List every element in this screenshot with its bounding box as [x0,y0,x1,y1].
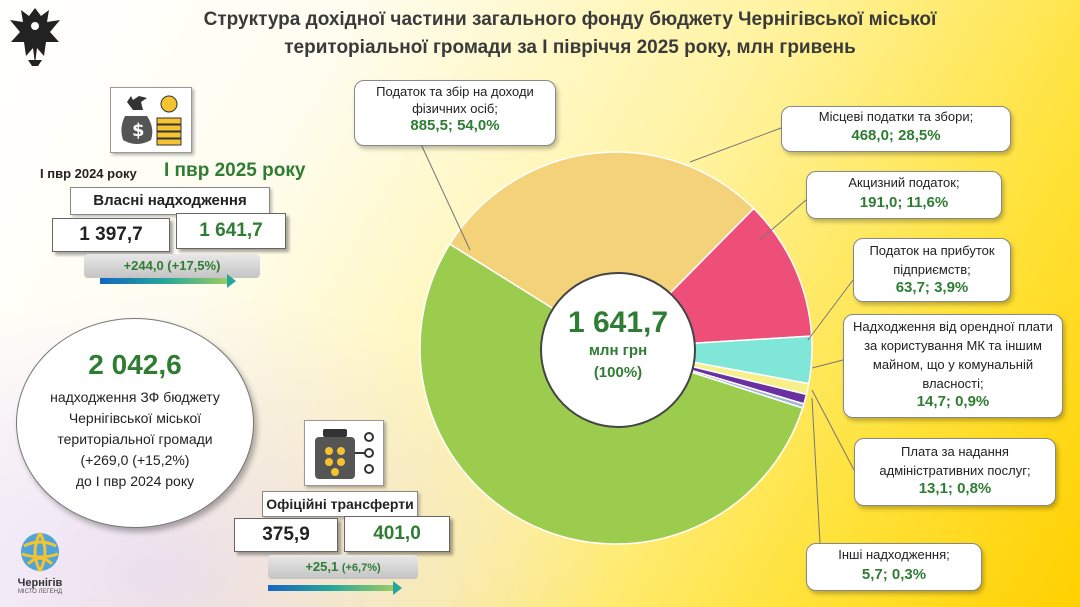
total-value: 2 042,6 [88,349,182,380]
callout-admin-services-value: 13,1; 0,8% [918,480,992,497]
own-value-2025: 1 641,7 [176,213,286,249]
chernihiv-logo: Чернігів МІСТО ЛЕГЕНД [10,530,70,602]
total-line-2: Чернігівської міської [68,410,202,426]
center-pct: (100%) [593,364,643,381]
callout-rent-value: 14,7; 0,9% [916,393,990,410]
callout-other-text: Інші надходження; [838,547,950,562]
page-title: Структура дохідної частини загального фо… [150,6,990,62]
transfers-value-2025: 401,0 [344,516,450,552]
leader-line-other [811,397,821,544]
transfers-heading: Офіційні трансферти [266,496,414,512]
callout-local-taxes: Місцеві податки та збори; 468,0; 28,5% [781,106,1011,152]
leader-line-rent [811,359,844,369]
leader-line-local-taxes [689,127,782,163]
globe-logo-icon [21,532,59,572]
callout-excise-text: Акцизний податок; [848,175,960,190]
money-bag-icon: $ [110,87,192,153]
title-line-2: територіальної громади за І півріччя 202… [284,37,856,58]
callout-other-value: 5,7; 0,3% [861,566,927,583]
transfers-diff-pct: (+6,7%) [341,562,381,574]
callout-local-taxes-text: Місцеві податки та збори; [818,109,974,124]
transfers-arrow-icon [268,581,402,595]
callout-admin-services: Плата за надання адміністративних послуг… [854,438,1056,506]
callout-admin-services-text: Плата за надання адміністративних послуг… [879,444,1031,478]
callout-profit-tax-text: Податок на прибуток підприємств; [869,243,995,277]
transfers-diff: +25,1 (+6,7%) [268,555,418,579]
own-arrow-icon [100,274,236,288]
center-unit: млн грн [588,342,648,359]
logo-city: Чернігів [17,577,63,589]
callout-profit-tax-value: 63,7; 3,9% [895,279,969,296]
callout-pit-text: Податок та збір на доходи фізичних осіб; [376,84,534,116]
callout-excise: Акцизний податок; 191,0; 11,6% [806,171,1002,219]
leader-line-pit [419,141,471,251]
coat-of-arms-icon [4,2,66,68]
total-circle: 2 042,6 надходження ЗФ бюджету Чернігівс… [16,318,254,528]
svg-text:$: $ [132,120,145,141]
own-value-2024: 1 397,7 [52,218,170,252]
callout-pit: Податок та збір на доходи фізичних осіб;… [354,80,556,146]
total-line-3: територіальної громади [57,431,213,447]
callout-other: Інші надходження; 5,7; 0,3% [806,543,982,591]
logo-tagline: МІСТО ЛЕГЕНД [17,589,63,595]
callout-profit-tax: Податок на прибуток підприємств; 63,7; 3… [853,238,1011,302]
title-line-1: Структура дохідної частини загального фо… [203,9,937,30]
callout-rent: Надходження від орендної плати за корист… [843,314,1063,418]
total-line-4: (+269,0 (+15,2%) [80,452,190,468]
callout-excise-value: 191,0; 11,6% [859,194,949,211]
transfers-diff-main: +25,1 [305,559,342,574]
leader-line-excise [759,199,807,241]
pie-center-label: 1 641,7 млн грн (100%) [540,272,696,428]
transfers-value-2024: 375,9 [234,518,338,552]
own-label-2025: І пвр 2025 року [164,160,306,181]
coin-jar-icon [304,420,384,486]
own-heading-box: Власні надходження [70,187,270,215]
callout-rent-text: Надходження від орендної плати за корист… [853,319,1053,391]
center-value: 1 641,7 [567,306,669,339]
own-heading: Власні надходження [93,192,247,209]
transfers-heading-box: Офіційні трансферти [262,491,418,517]
total-line-5: до І пвр 2024 року [75,473,195,489]
own-label-2024: І пвр 2024 року [40,166,137,181]
callout-pit-value: 885,5; 54,0% [410,117,500,134]
total-line-1: надходження ЗФ бюджету [50,389,220,405]
callout-local-taxes-value: 468,0; 28,5% [851,127,941,144]
